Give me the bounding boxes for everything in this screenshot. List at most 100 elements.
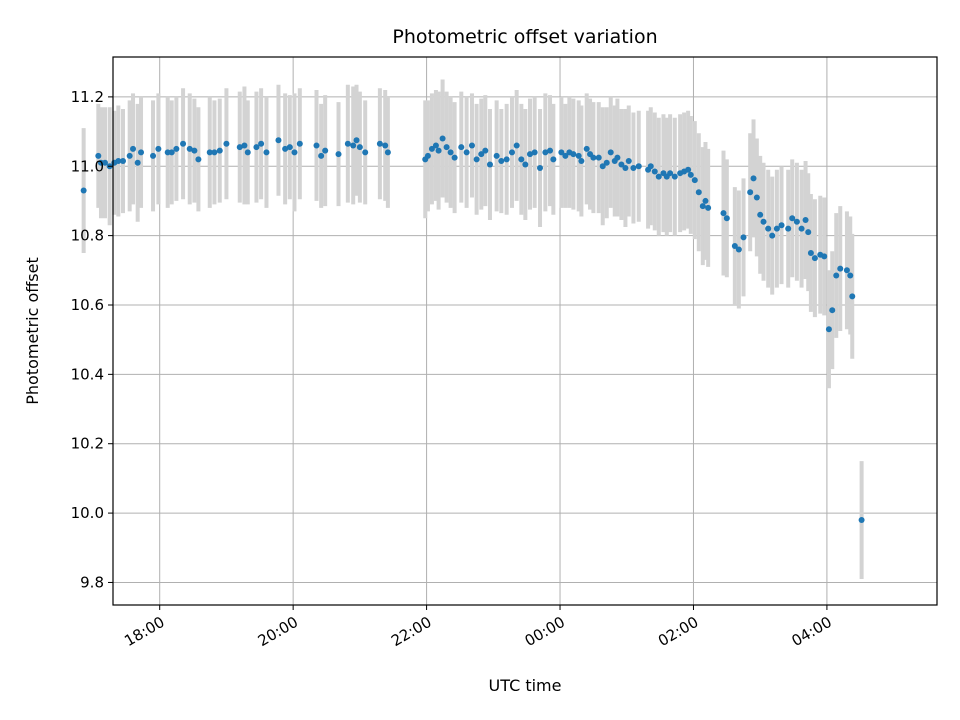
data-point <box>798 225 805 232</box>
data-point <box>518 156 525 163</box>
data-point <box>562 152 569 159</box>
data-point <box>635 163 642 170</box>
data-point <box>186 145 193 152</box>
y-tick-label: 10.0 <box>71 504 104 522</box>
data-point <box>595 154 602 161</box>
data-point <box>443 144 450 151</box>
data-point <box>498 158 505 165</box>
data-point <box>537 164 544 171</box>
data-point <box>195 156 202 163</box>
data-point <box>353 137 360 144</box>
data-point <box>95 152 102 159</box>
data-point <box>263 149 270 156</box>
data-point <box>821 253 828 260</box>
data-point <box>789 215 796 222</box>
data-point <box>291 149 298 156</box>
data-point <box>735 246 742 253</box>
data-point <box>667 170 674 177</box>
data-point <box>451 154 458 161</box>
data-point <box>757 211 764 218</box>
data-point <box>382 142 389 149</box>
data-point <box>723 215 730 222</box>
data-point <box>778 222 785 229</box>
data-point <box>80 187 87 194</box>
data-point <box>740 234 747 241</box>
data-point <box>344 140 351 147</box>
data-point <box>685 166 692 173</box>
data-point <box>335 151 342 158</box>
data-point <box>376 140 383 147</box>
data-point <box>173 145 180 152</box>
data-point <box>244 149 251 156</box>
data-point <box>384 149 391 156</box>
data-point <box>769 232 776 239</box>
chart-title: Photometric offset variation <box>392 26 657 48</box>
data-point <box>527 151 534 158</box>
data-point <box>493 152 500 159</box>
data-point <box>647 163 654 170</box>
data-point <box>542 149 549 156</box>
data-point <box>747 189 754 196</box>
data-point <box>191 147 198 154</box>
data-point <box>705 204 712 211</box>
data-point <box>486 161 493 168</box>
data-point <box>120 158 127 165</box>
data-point <box>322 147 329 154</box>
data-point <box>168 149 175 156</box>
data-point <box>458 144 465 151</box>
data-point <box>603 159 610 166</box>
data-point <box>313 142 320 149</box>
data-point <box>829 307 836 314</box>
data-point <box>583 145 590 152</box>
y-tick-label: 10.4 <box>71 365 104 383</box>
data-point <box>101 159 108 166</box>
data-point <box>432 142 439 149</box>
data-point <box>578 158 585 165</box>
data-point <box>150 152 157 159</box>
data-point <box>805 229 812 236</box>
data-point <box>216 147 223 154</box>
data-point <box>478 151 485 158</box>
data-point <box>858 517 865 524</box>
data-point <box>428 145 435 152</box>
data-point <box>807 249 814 256</box>
data-point <box>765 225 772 232</box>
data-point <box>773 225 780 232</box>
data-point <box>513 142 520 149</box>
data-point <box>223 140 230 147</box>
data-point <box>531 149 538 156</box>
data-point <box>702 197 709 204</box>
data-point <box>802 217 809 224</box>
data-point <box>731 243 738 250</box>
data-point <box>447 149 454 156</box>
data-point <box>258 140 265 147</box>
data-point <box>253 144 260 151</box>
data-point <box>362 149 369 156</box>
data-point <box>614 154 621 161</box>
data-point <box>720 210 727 217</box>
data-point <box>750 175 757 182</box>
data-point <box>811 255 818 262</box>
data-point <box>695 189 702 196</box>
data-point <box>138 149 145 156</box>
data-point <box>630 164 637 171</box>
x-axis-label: UTC time <box>489 676 562 695</box>
data-point <box>618 161 625 168</box>
data-point <box>847 272 854 279</box>
data-point <box>760 218 767 225</box>
data-point <box>522 161 529 168</box>
data-point <box>318 152 325 159</box>
data-point <box>424 152 431 159</box>
data-point <box>699 203 706 210</box>
data-point <box>134 159 141 166</box>
data-point <box>622 164 629 171</box>
y-tick-label: 10.6 <box>71 296 104 314</box>
data-point <box>296 140 303 147</box>
data-point <box>570 151 577 158</box>
data-point <box>473 156 480 163</box>
data-points <box>80 135 865 524</box>
data-point <box>439 135 446 142</box>
y-axis-label: Photometric offset <box>23 257 42 405</box>
y-tick-label: 11.0 <box>71 157 104 175</box>
